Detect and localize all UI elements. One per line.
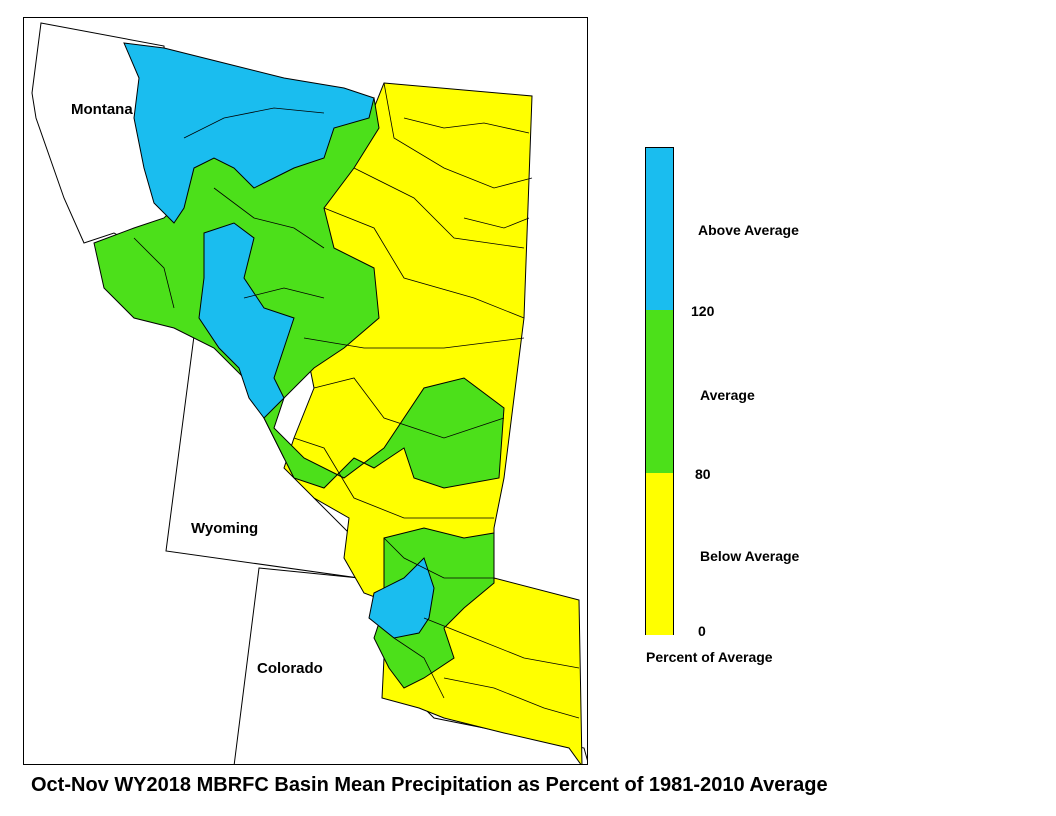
wyoming-label: Wyoming [191,520,259,537]
legend-tick-120: 120 [691,303,715,319]
basin-boundaries [133,82,580,719]
montana-label: Montana [71,101,133,118]
above-average-region-south [368,557,435,639]
map-caption: Oct-Nov WY2018 MBRFC Basin Mean Precipit… [31,774,828,796]
map-frame: Montana Wyoming Colorado [23,17,588,765]
legend-below-swatch [646,473,673,635]
legend-color-bar [645,147,674,635]
legend-average-label: Average [700,387,755,403]
above-average-region-central [198,222,295,419]
legend-title: Percent of Average [646,649,773,665]
legend-above-swatch [646,148,673,310]
legend-tick-0: 0 [698,623,706,639]
legend-tick-80: 80 [695,466,711,482]
legend-below-label: Below Average [700,548,800,564]
basin-map [31,22,587,764]
colorado-label: Colorado [257,660,323,677]
legend-above-label: Above Average [698,222,799,238]
legend-average-swatch [646,310,673,473]
above-average-region-north [123,42,375,224]
average-region-south [373,527,495,689]
